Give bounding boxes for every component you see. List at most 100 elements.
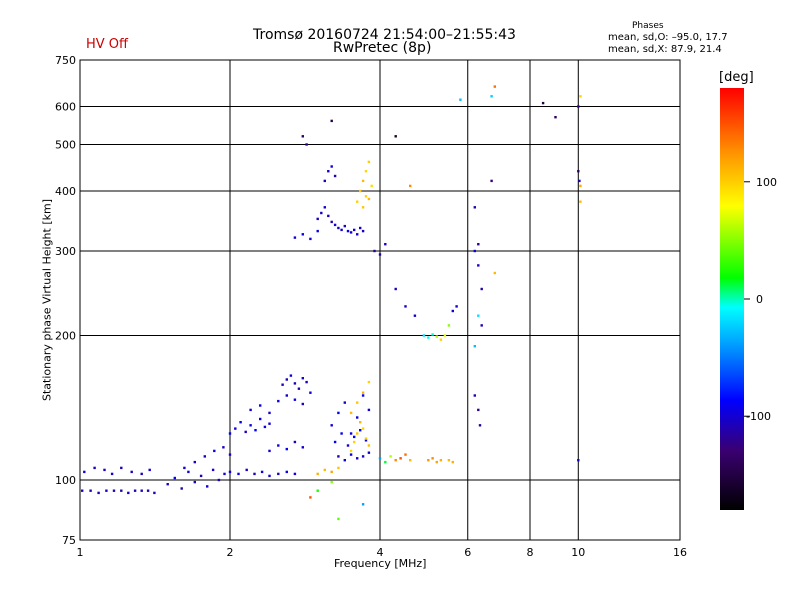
data-point <box>309 237 312 241</box>
data-point <box>81 489 84 492</box>
data-point <box>277 472 280 476</box>
data-point <box>399 457 402 460</box>
data-point <box>435 460 438 464</box>
data-point <box>473 249 476 253</box>
data-point <box>577 459 580 462</box>
data-point <box>285 378 288 381</box>
data-point <box>577 105 580 108</box>
data-point <box>367 160 371 164</box>
data-point <box>447 459 451 462</box>
data-point <box>409 459 412 462</box>
data-point <box>173 476 176 480</box>
data-point <box>367 451 371 454</box>
data-point <box>293 382 297 385</box>
data-point <box>477 408 480 412</box>
data-point <box>327 170 330 173</box>
data-point <box>356 233 359 236</box>
x-tick-label: 8 <box>527 546 534 559</box>
data-point <box>422 334 426 337</box>
x-tick-label: 10 <box>571 546 585 559</box>
data-point <box>364 170 368 173</box>
data-point <box>343 459 346 462</box>
data-point <box>327 214 330 218</box>
data-point <box>356 457 359 460</box>
y-tick-label: 200 <box>55 330 76 343</box>
data-point <box>330 119 333 123</box>
data-point <box>554 116 557 119</box>
data-point <box>367 408 371 412</box>
data-point <box>211 468 215 472</box>
data-point <box>361 391 365 394</box>
data-point <box>183 466 186 470</box>
y-tick-label: 600 <box>55 101 76 114</box>
data-point <box>293 472 297 476</box>
data-point <box>253 472 256 476</box>
data-point <box>206 485 209 488</box>
data-point <box>361 427 365 430</box>
colorbar-ticks: 100 0 -100 <box>744 176 777 423</box>
data-point <box>364 439 368 442</box>
colorbar <box>720 88 744 510</box>
data-point <box>427 336 430 339</box>
data-point <box>359 429 362 432</box>
data-point <box>373 249 376 253</box>
data-point <box>237 472 240 476</box>
data-point <box>268 474 271 478</box>
x-axis-label: Frequency [MHz] <box>334 557 427 570</box>
data-point <box>413 314 417 317</box>
chart-subtitle: RwPretec (8p) <box>333 40 432 56</box>
data-point <box>340 432 343 435</box>
data-point <box>180 487 183 490</box>
data-point <box>353 440 356 444</box>
phase-box-o-line: mean, sd,O: –95.0, 17.7 <box>608 32 728 43</box>
x-tick-label: 16 <box>673 546 687 559</box>
data-point <box>431 333 434 336</box>
data-point <box>323 179 326 183</box>
data-point <box>384 243 387 246</box>
data-point <box>330 424 333 427</box>
data-point <box>477 264 480 267</box>
data-point <box>378 457 382 460</box>
data-point <box>140 489 143 492</box>
data-point <box>260 470 264 474</box>
y-tick-label: 500 <box>55 139 76 152</box>
data-point <box>367 197 371 201</box>
data-point <box>333 174 337 178</box>
data-point <box>394 459 397 462</box>
data-point <box>148 468 151 472</box>
data-point <box>337 455 340 458</box>
data-point <box>367 444 371 447</box>
data-point <box>451 309 454 313</box>
data-point <box>140 472 143 476</box>
data-point <box>443 334 447 337</box>
data-point <box>285 394 288 397</box>
data-point <box>330 220 333 224</box>
data-point <box>480 324 483 327</box>
data-point <box>349 411 353 415</box>
data-point <box>249 424 252 427</box>
y-tick-label: 300 <box>55 245 76 258</box>
x-tick-label: 1 <box>77 546 84 559</box>
data-point <box>473 345 476 348</box>
data-point <box>478 424 482 427</box>
data-point <box>541 101 545 105</box>
data-point <box>239 421 242 424</box>
data-point <box>356 432 359 435</box>
colorbar-tick-label: 100 <box>756 176 777 189</box>
data-point <box>268 411 271 415</box>
data-point <box>349 453 353 456</box>
data-point <box>409 184 412 188</box>
data-point <box>281 383 284 386</box>
data-point <box>361 229 365 233</box>
data-point <box>245 468 248 472</box>
data-point <box>130 470 133 474</box>
y-tick-label: 100 <box>55 474 76 487</box>
data-point <box>337 466 340 470</box>
data-point <box>459 98 462 101</box>
data-point <box>346 229 350 233</box>
chart-title: Tromsø 20160724 21:54:00–21:55:43 <box>253 27 516 43</box>
data-point <box>83 470 86 474</box>
data-point <box>337 517 340 521</box>
data-point <box>263 425 267 429</box>
data-point <box>361 394 365 397</box>
